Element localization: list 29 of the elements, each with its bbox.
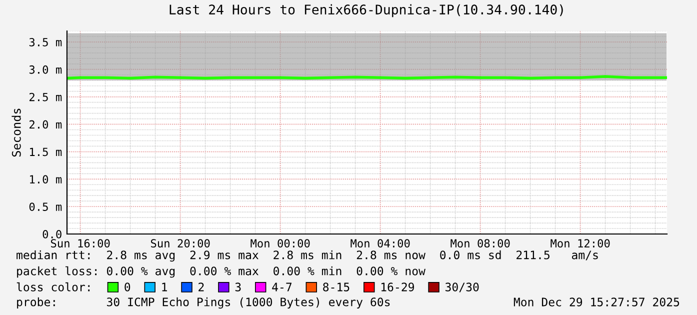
legend-label: 4-7 [272,282,292,292]
y-tick-label: 1.0 m [30,175,62,184]
x-tick-label: Mon 12:00 [550,239,610,248]
x-tick-label: Sun 16:00 [50,239,110,248]
y-tick-label: 3.5 m [29,38,62,46]
text: median rtt: 2.8 ms avg 2.9 ms max 2.8 ms min 2.8 ms now 0.0 ms sd 211.5 am/s [16,250,598,262]
text: probe: 30 ICMP Echo Pings (1000 Bytes) every 60s [17,297,390,309]
chart-title: Last 24 Hours to Fenix666-Dupnica-IP(10.34.90.140) [170,4,563,18]
y-tick-label: 2.0 m [30,120,62,129]
y-tick-label: 2.5 m [30,92,62,102]
y-tick-label: 0.5 m [29,202,62,211]
legend-label: 1 [162,282,167,292]
y-tick-label: 1.5 m [30,148,62,156]
x-tick-label: Mon 00:00 [250,239,310,248]
text: packet loss: 0.00 % avg 0.00 % max 0.00 % min 0.00 % now [17,266,426,278]
legend-label: 3 [235,282,241,292]
y-tick-label: 0.0 [42,230,62,238]
legend-label: 16-29 [381,282,414,292]
legend-label: 2 [198,282,204,292]
legend-label: 8-15 [323,282,350,292]
y-tick-label: 3.0 m [29,65,62,74]
legend-label: 0 [124,282,130,292]
x-tick-label: Mon 04:00 [350,239,410,248]
x-tick-label: Sun 20:00 [150,239,210,248]
text: Mon Dec 29 15:27:57 2025 [514,298,680,306]
legend-title: loss color: [16,282,90,292]
x-tick-label: Mon 08:00 [450,239,510,248]
legend-label: 30/30 [446,282,479,292]
y-axis-title: Seconds [12,108,21,157]
